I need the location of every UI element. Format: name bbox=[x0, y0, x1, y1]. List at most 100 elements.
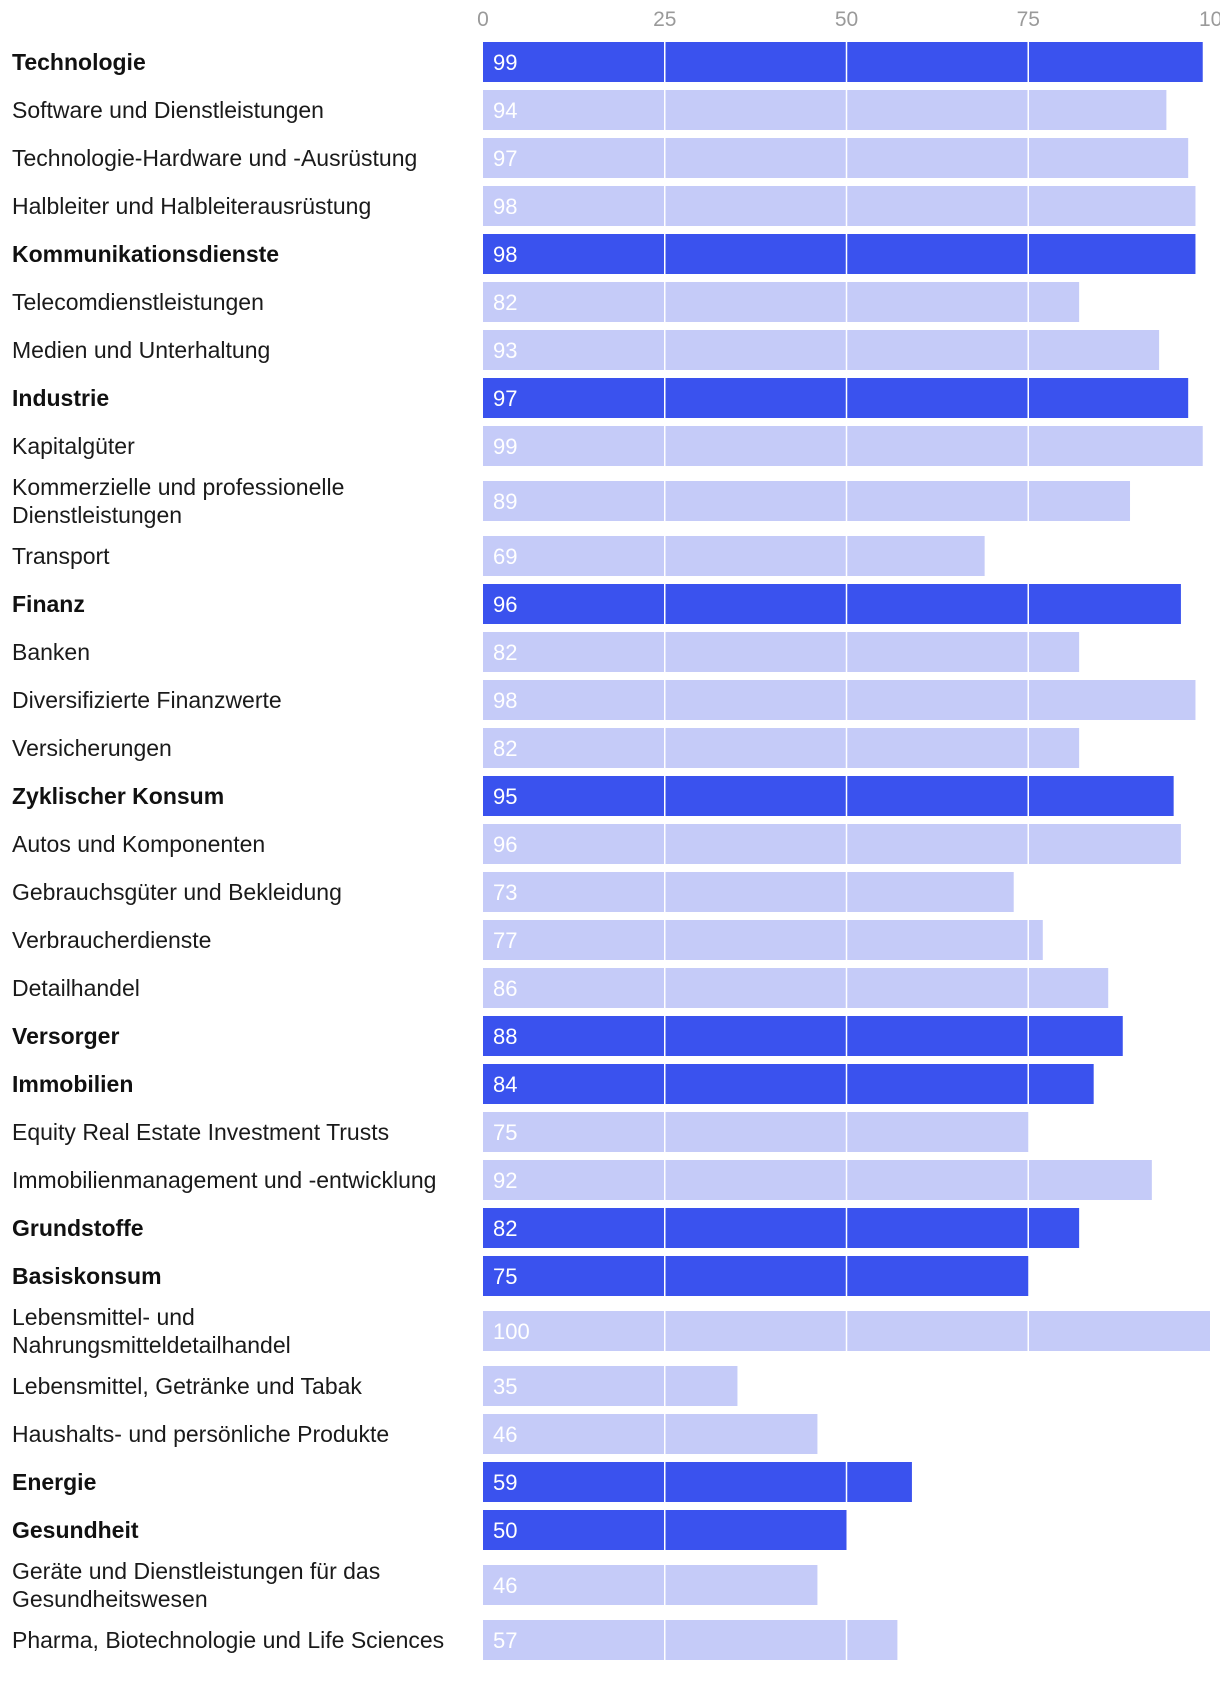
value-label-6: 93 bbox=[493, 338, 517, 363]
value-label-13: 98 bbox=[493, 688, 517, 713]
category-label-22: Equity Real Estate Investment Trusts bbox=[12, 1119, 389, 1145]
value-label-9: 89 bbox=[493, 489, 517, 514]
bar-1 bbox=[483, 90, 1167, 130]
category-label-6: Medien und Unterhaltung bbox=[12, 337, 270, 363]
category-label-17: Gebrauchsgüter und Bekleidung bbox=[12, 879, 342, 905]
bar-22 bbox=[483, 1112, 1029, 1152]
category-label-7: Industrie bbox=[12, 385, 109, 411]
value-label-10: 69 bbox=[493, 544, 517, 569]
category-label-31: Geräte und Dienstleistungen für das Gesun… bbox=[12, 1558, 380, 1612]
category-labels: Technologie Software und Dienstleistungen… bbox=[12, 49, 444, 1653]
category-label-18: Verbraucherdienste bbox=[12, 927, 211, 953]
category-label-15: Zyklischer Konsum bbox=[12, 783, 224, 809]
value-label-25: 75 bbox=[493, 1264, 517, 1289]
category-label-12: Banken bbox=[12, 639, 90, 665]
value-label-5: 82 bbox=[493, 290, 517, 315]
category-label-4: Kommunikationsdienste bbox=[12, 241, 279, 267]
bar-21 bbox=[483, 1064, 1094, 1104]
value-label-29: 59 bbox=[493, 1470, 517, 1495]
bar-17 bbox=[483, 872, 1014, 912]
bar-24 bbox=[483, 1208, 1080, 1248]
x-tick-label-0: 0 bbox=[477, 8, 489, 31]
bar-4 bbox=[483, 234, 1196, 274]
value-label-21: 84 bbox=[493, 1072, 517, 1097]
category-label-2: Technologie-Hardware und -Ausrüstung bbox=[12, 145, 417, 171]
category-label-26-line-1: Nahrungsmitteldetailhandel bbox=[12, 1332, 291, 1358]
value-label-24: 82 bbox=[493, 1216, 517, 1241]
category-label-9-line-1: Dienstleistungen bbox=[12, 502, 182, 528]
category-label-10: Transport bbox=[12, 543, 110, 569]
bar-27 bbox=[483, 1366, 738, 1406]
bar-9 bbox=[483, 481, 1131, 521]
category-label-3: Halbleiter und Halbleiterausrüstung bbox=[12, 193, 371, 219]
bar-8 bbox=[483, 426, 1203, 466]
bar-18 bbox=[483, 920, 1043, 960]
bar-25 bbox=[483, 1256, 1029, 1296]
bar-6 bbox=[483, 330, 1160, 370]
bar-14 bbox=[483, 728, 1080, 768]
bar-5 bbox=[483, 282, 1080, 322]
bar-0 bbox=[483, 42, 1203, 82]
bar-2 bbox=[483, 138, 1189, 178]
value-label-27: 35 bbox=[493, 1374, 517, 1399]
category-label-14: Versicherungen bbox=[12, 735, 172, 761]
value-label-11: 96 bbox=[493, 592, 517, 617]
category-label-31-line-1: Gesundheitswesen bbox=[12, 1586, 208, 1612]
bar-7 bbox=[483, 378, 1189, 418]
value-label-1: 94 bbox=[493, 98, 517, 123]
value-label-7: 97 bbox=[493, 386, 517, 411]
value-label-12: 82 bbox=[493, 640, 517, 665]
value-label-8: 99 bbox=[493, 434, 517, 459]
category-label-13: Diversifizierte Finanzwerte bbox=[12, 687, 282, 713]
category-label-1: Software und Dienstleistungen bbox=[12, 97, 324, 123]
category-label-28: Haushalts- und persönliche Produkte bbox=[12, 1421, 389, 1447]
bar-20 bbox=[483, 1016, 1123, 1056]
value-label-2: 97 bbox=[493, 146, 517, 171]
value-label-14: 82 bbox=[493, 736, 517, 761]
value-label-16: 96 bbox=[493, 832, 517, 857]
bar-3 bbox=[483, 186, 1196, 226]
bar-28 bbox=[483, 1414, 818, 1454]
category-label-20: Versorger bbox=[12, 1023, 119, 1049]
x-tick-label-50: 50 bbox=[835, 8, 858, 31]
bars-group: 99 94 97 98 98 82 93 97 99 89 69 96 82 98 82 95 96 73 77 86… bbox=[483, 42, 1210, 1660]
bar-31 bbox=[483, 1565, 818, 1605]
category-label-21: Immobilien bbox=[12, 1071, 133, 1097]
category-label-30: Gesundheit bbox=[12, 1517, 139, 1543]
value-label-3: 98 bbox=[493, 194, 517, 219]
value-label-30: 50 bbox=[493, 1518, 517, 1543]
bar-10 bbox=[483, 536, 985, 576]
bar-15 bbox=[483, 776, 1174, 816]
bar-12 bbox=[483, 632, 1080, 672]
x-tick-label-25: 25 bbox=[653, 8, 676, 31]
value-label-4: 98 bbox=[493, 242, 517, 267]
bar-13 bbox=[483, 680, 1196, 720]
category-label-11: Finanz bbox=[12, 591, 85, 617]
value-label-32: 57 bbox=[493, 1628, 517, 1653]
value-label-15: 95 bbox=[493, 784, 517, 809]
category-label-23: Immobilienmanagement und -entwicklung bbox=[12, 1167, 436, 1193]
value-label-26: 100 bbox=[493, 1319, 530, 1344]
bar-32 bbox=[483, 1620, 898, 1660]
x-tick-label-75: 75 bbox=[1017, 8, 1040, 31]
category-label-8: Kapitalgüter bbox=[12, 433, 135, 459]
value-label-31: 46 bbox=[493, 1573, 517, 1598]
category-label-9-line-0: Kommerzielle und professionelle bbox=[12, 474, 344, 500]
value-label-18: 77 bbox=[493, 928, 517, 953]
category-label-16: Autos und Komponenten bbox=[12, 831, 265, 857]
category-label-27: Lebensmittel, Getränke und Tabak bbox=[12, 1373, 362, 1399]
category-label-31-line-0: Geräte und Dienstleistungen für das bbox=[12, 1558, 380, 1584]
value-label-17: 73 bbox=[493, 880, 517, 905]
value-label-20: 88 bbox=[493, 1024, 517, 1049]
bar-23 bbox=[483, 1160, 1152, 1200]
category-label-24: Grundstoffe bbox=[12, 1215, 144, 1241]
value-label-19: 86 bbox=[493, 976, 517, 1001]
category-label-26-line-0: Lebensmittel- und bbox=[12, 1304, 195, 1330]
bar-11 bbox=[483, 584, 1181, 624]
x-tick-label-100: 100 bbox=[1199, 8, 1220, 31]
category-label-32: Pharma, Biotechnologie und Life Sciences bbox=[12, 1627, 444, 1653]
value-label-28: 46 bbox=[493, 1422, 517, 1447]
value-label-23: 92 bbox=[493, 1168, 517, 1193]
category-label-25: Basiskonsum bbox=[12, 1263, 162, 1289]
